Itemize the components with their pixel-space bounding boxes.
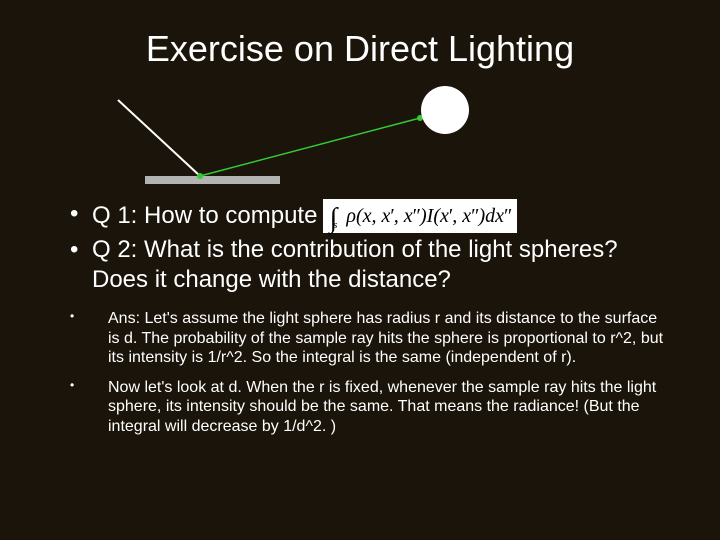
q1-item: Q 1: How to compute ∫s ρ(x, x′, x″)I(x′,… (70, 199, 670, 233)
normal-line (118, 100, 200, 176)
light-sphere (421, 86, 469, 134)
q2-item: Q 2: What is the contribution of the lig… (70, 235, 670, 295)
slide: Exercise on Direct Lighting Q 1: How to … (0, 0, 720, 540)
ans2-item: Now let's look at d. When the r is fixed… (70, 378, 670, 437)
diagram (50, 80, 670, 195)
ans1-item: Ans: Let's assume the light sphere has r… (70, 309, 670, 368)
q1-text: Q 1: How to compute (92, 201, 317, 231)
main-bullet-list: Q 1: How to compute ∫s ρ(x, x′, x″)I(x′,… (50, 199, 670, 295)
answer-bullet-list: Ans: Let's assume the light sphere has r… (50, 309, 670, 436)
surface-rect (145, 176, 280, 184)
slide-title: Exercise on Direct Lighting (50, 28, 670, 70)
ray-origin-dot (197, 173, 203, 179)
ray-line (200, 118, 420, 176)
diagram-svg (50, 80, 670, 195)
integral-formula: ∫s ρ(x, x′, x″)I(x′, x″)dx″ (323, 199, 517, 233)
